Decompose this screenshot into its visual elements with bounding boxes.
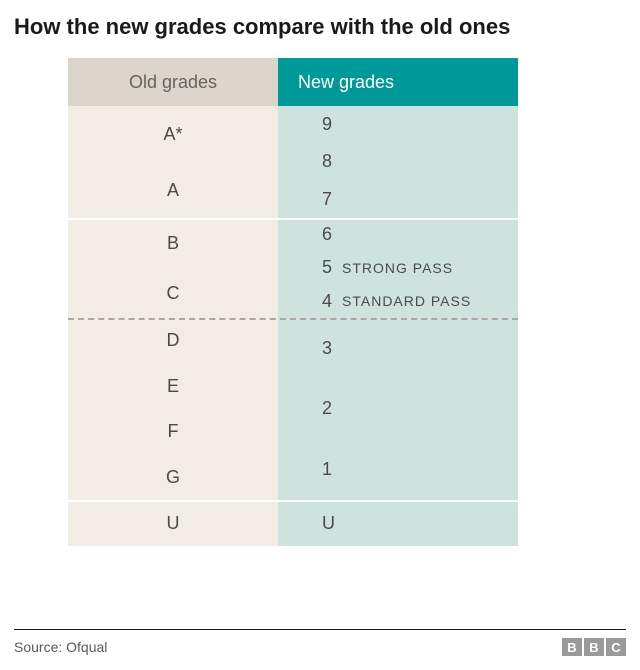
chart-title: How the new grades compare with the old …	[14, 14, 626, 40]
old-grade: F	[168, 421, 179, 442]
old-grades-col: D E F G	[68, 318, 278, 500]
pass-annotation: STANDARD PASS	[342, 293, 471, 309]
old-grades-col: B C	[68, 218, 278, 318]
new-grade: 5	[322, 257, 332, 278]
new-grade: U	[322, 513, 335, 534]
header-old-grades: Old grades	[68, 58, 278, 106]
pass-annotation: STRONG PASS	[342, 260, 453, 276]
grade-band-pass: B C 6 5 STRONG PASS 4 STANDARD PASS	[68, 218, 518, 318]
old-grade: G	[166, 467, 180, 488]
grade-band-u: U U	[68, 500, 518, 546]
grade-band-top: A* A 9 8 7	[68, 106, 518, 218]
old-grade: A*	[163, 124, 182, 145]
divider-dashed	[68, 318, 518, 320]
new-grade: 7	[322, 189, 332, 210]
new-grade: 9	[322, 114, 332, 135]
bbc-logo-block: B	[562, 638, 582, 656]
new-grade: 1	[322, 459, 332, 480]
divider-solid	[68, 218, 518, 220]
new-grade: 8	[322, 151, 332, 172]
old-grades-col: A* A	[68, 106, 278, 218]
old-grade: A	[167, 180, 179, 201]
grades-table: Old grades New grades A* A 9 8 7 B C 6 5…	[68, 58, 518, 546]
source-attribution: Source: Ofqual	[14, 639, 107, 655]
header-new-grades: New grades	[278, 58, 518, 106]
bbc-logo-block: C	[606, 638, 626, 656]
old-grades-col: U	[68, 500, 278, 546]
new-grade: 4	[322, 291, 332, 312]
new-grades-col: U	[278, 500, 518, 546]
new-grades-col: 3 2 1	[278, 318, 518, 500]
old-grade: B	[167, 233, 179, 254]
new-grades-col: 9 8 7	[278, 106, 518, 218]
divider-solid	[68, 500, 518, 502]
new-grade: 2	[322, 398, 332, 419]
bbc-logo-block: B	[584, 638, 604, 656]
new-grade: 3	[322, 338, 332, 359]
new-grades-col: 6 5 STRONG PASS 4 STANDARD PASS	[278, 218, 518, 318]
old-grade: U	[167, 513, 180, 534]
old-grade: C	[167, 283, 180, 304]
chart-footer: Source: Ofqual B B C	[14, 629, 626, 656]
new-grade: 6	[322, 224, 332, 245]
old-grade: D	[167, 330, 180, 351]
old-grade: E	[167, 376, 179, 397]
grade-band-lower: D E F G 3 2 1	[68, 318, 518, 500]
table-header-row: Old grades New grades	[68, 58, 518, 106]
bbc-logo: B B C	[562, 638, 626, 656]
